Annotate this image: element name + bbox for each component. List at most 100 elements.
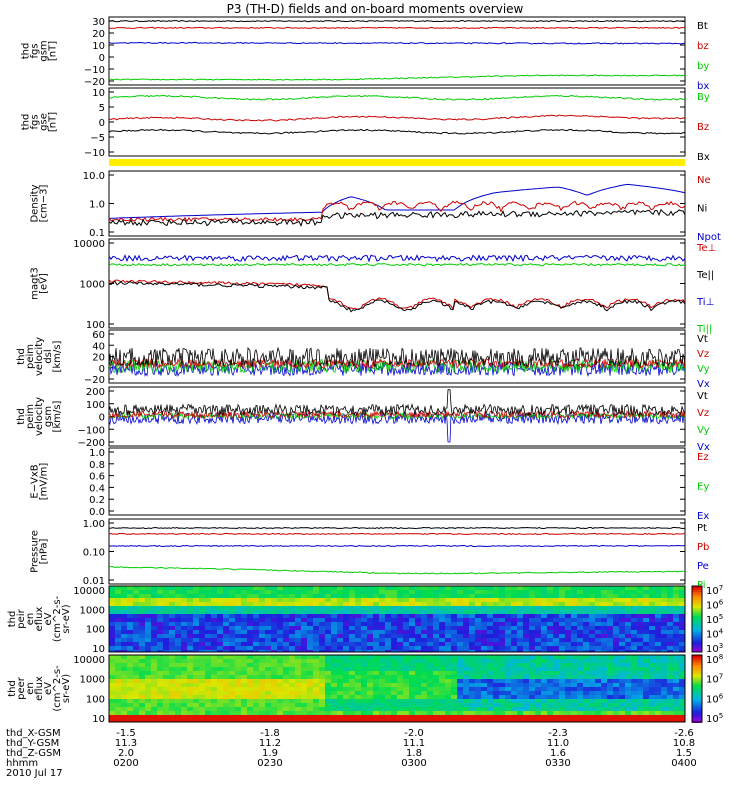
legend-Pe: Pe: [697, 561, 709, 572]
x-axis-tick-label: 11.3: [115, 738, 137, 749]
series-line-bz: [108, 26, 686, 29]
y-axis-label-line: [mV/m]: [39, 463, 50, 501]
y-axis-label-line: peim: [25, 404, 36, 429]
legend-by: by: [697, 61, 709, 72]
y-tick-label: 0: [99, 413, 105, 424]
x-axis-tick-label: 10.8: [673, 738, 695, 749]
y-tick-label: −100: [78, 425, 105, 436]
y-tick-label: 10: [92, 644, 105, 655]
series-line-Te-perp: [108, 279, 686, 311]
y-tick-label: 0.01: [83, 576, 105, 587]
y-tick-label: 1.0: [89, 448, 105, 459]
y-axis-label-line: sr-eV): [61, 604, 72, 633]
x-axis-tick-label: -2.3: [548, 728, 568, 739]
y-tick-label: 0.4: [89, 483, 105, 494]
y-axis-label-line: thd: [21, 114, 32, 131]
colorbar-tick-label: 107: [706, 584, 723, 597]
y-axis-label: Density[cm−3]: [30, 184, 50, 222]
x-axis-tick-label: 0330: [545, 758, 570, 769]
y-axis-label-line: eV: [43, 612, 54, 625]
y-tick-label: 0.6: [89, 472, 105, 483]
y-axis-label: thdfgsgse[nT]: [21, 112, 59, 132]
y-axis-label-line: [km/s]: [52, 340, 63, 372]
y-tick-label: 1.0: [89, 200, 105, 211]
y-axis-label-line: eV: [43, 682, 54, 695]
y-axis-label-line: thd: [16, 348, 27, 365]
series-line-Bx: [108, 128, 686, 135]
y-tick-label: 20: [92, 353, 105, 364]
y-tick-label: −10: [84, 65, 105, 76]
colorbar-peer_spectrogram: 108 107 106 105: [691, 653, 724, 725]
y-tick-label: 0.10: [83, 548, 105, 559]
panel-density: 10.0 1.0 0.1 Density[cm−3] Ne Ni Npot: [30, 170, 721, 243]
peer-spectrogram-image: [108, 654, 686, 723]
y-tick-label: 10: [92, 41, 105, 52]
y-axis-label-line: dsl: [43, 349, 54, 363]
series-line-by: [108, 74, 686, 81]
colorbar-tick-exponent: 5: [719, 712, 723, 720]
y-tick-label: 5: [99, 103, 105, 114]
x-axis-tick-label: -1.5: [116, 728, 136, 739]
legend-By: By: [697, 92, 710, 103]
legend-Ex: Ex: [697, 511, 709, 522]
legend-Vt: Vt: [697, 334, 708, 345]
y-axis-label: thdpeirenefluxeV(cm^2-s-sr-eV): [7, 595, 72, 642]
x-axis-tick-label: 1.8: [406, 748, 422, 759]
colorbar-tick-label: 105: [706, 712, 723, 725]
y-axis-label-line: (cm^2-s-: [52, 595, 63, 642]
y-axis-label-line: thd: [7, 611, 18, 628]
y-tick-label: 10000: [73, 655, 105, 666]
y-axis-label-line: peim: [25, 344, 36, 369]
series-line-Ni: [108, 208, 686, 227]
legend-Vy: Vy: [697, 425, 710, 436]
y-tick-label: 10: [92, 714, 105, 725]
panel-frame: [108, 329, 686, 384]
y-tick-label: 100: [86, 400, 105, 411]
legend-Vz: Vz: [697, 408, 709, 419]
y-axis-label-line: thd: [21, 43, 32, 60]
y-tick-label: 10: [92, 88, 105, 99]
series-line-Pe: [108, 544, 686, 548]
x-axis-tick-label: 11.2: [259, 738, 281, 749]
series-line-Bt: [108, 19, 686, 23]
y-axis-label-line: thd: [7, 680, 18, 697]
series-line-Ti-par: [108, 262, 686, 267]
y-tick-label: 100: [86, 625, 105, 636]
legend-Pt: Pt: [697, 523, 707, 534]
legend-bx: bx: [697, 81, 709, 92]
series-line-bx: [108, 41, 686, 45]
legend-Ey: Ey: [697, 482, 709, 493]
x-axis-annotations: thd_X-GSM -1.5 -1.8 -2.0 -2.3 -2.6 thd_Y-GSM 11…: [6, 728, 697, 779]
y-tick-label: 0: [99, 364, 105, 375]
panel-frame: [108, 16, 686, 86]
panel-efield: 1.00.80.60.40.20.0 E−VxB[mV/m] Ez Ey Ex: [30, 447, 709, 522]
x-axis-row-label: hhmm: [6, 758, 38, 769]
legend-Ez: Ez: [697, 452, 709, 463]
series-line-Ne: [108, 200, 686, 223]
y-axis-label-line: Density: [30, 184, 41, 222]
colorbar-tick-label: 106: [706, 599, 724, 612]
y-tick-label: 0.0: [89, 507, 105, 518]
y-axis-label: thdpeerenefluxeV(cm^2-s-sr-eV): [7, 665, 72, 712]
y-tick-label: 10000: [73, 239, 105, 250]
y-axis-label-line: E−VxB: [30, 464, 41, 498]
legend-bz: bz: [697, 41, 709, 52]
series-line-Bz: [109, 114, 686, 122]
y-axis-label-line: eflux: [34, 676, 45, 701]
legend-Ne: Ne: [697, 175, 711, 186]
legend-Bt: Bt: [697, 21, 708, 32]
legend-Ni: Ni: [697, 204, 707, 215]
y-axis-label-line: gse: [39, 113, 50, 131]
y-tick-label: 1000: [80, 605, 105, 616]
legend-Ti||: Ti||: [696, 324, 712, 335]
x-axis-tick-label: 0200: [113, 758, 138, 769]
y-axis-label-line: peer: [16, 676, 27, 700]
y-tick-label: 40: [92, 341, 105, 352]
y-axis-label-line: [nT]: [48, 41, 59, 61]
x-axis-tick-label: 11.1: [403, 738, 425, 749]
colorbar-tick-exponent: 7: [719, 584, 723, 592]
spectrogram-frame: [108, 585, 686, 653]
series-line-Pb: [108, 532, 685, 535]
